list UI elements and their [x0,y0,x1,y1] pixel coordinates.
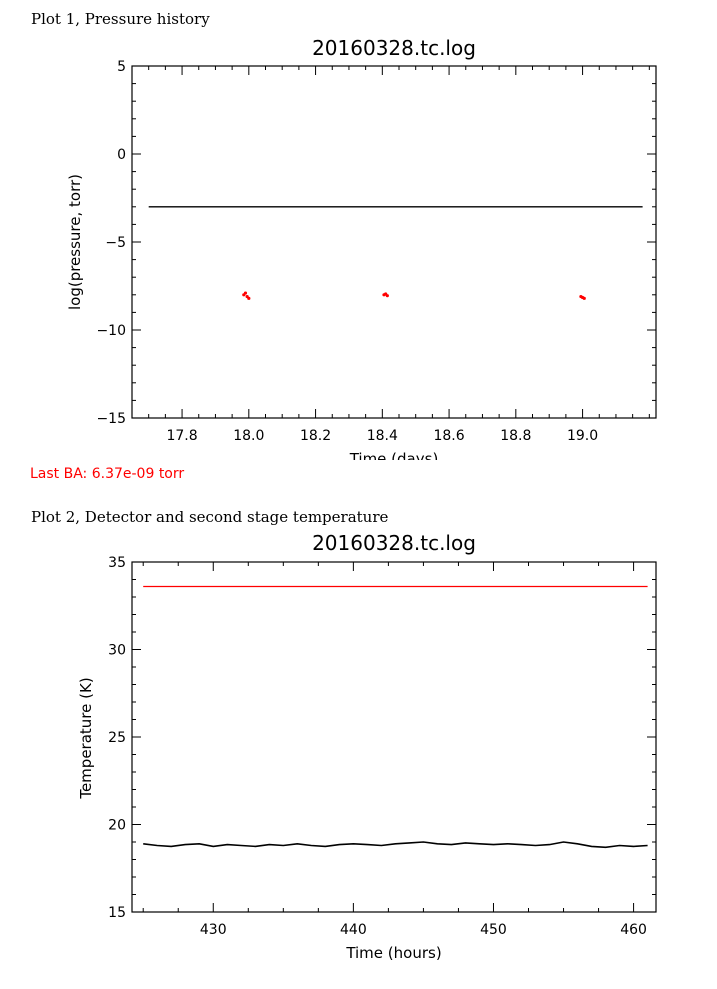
x-tick-label: 18.8 [500,428,531,444]
y-tick-label: −10 [96,323,126,339]
plot-frame [131,561,657,913]
x-tick-label: 440 [340,922,367,938]
y-tick-label: 0 [117,147,126,163]
y-tick-label: 25 [108,730,126,746]
x-tick-label: 18.0 [233,428,264,444]
chart-title: 20160328.tc.log [312,36,476,60]
pressure-chart: 20160328.tc.log 17.8 18.0 18.2 18.4 18.6 18.8… [66,36,657,460]
last-ba-reading: Last BA: 6.37e-09 torr [30,466,185,482]
y-axis-label: log(pressure, torr) [66,174,84,310]
plot2-heading: Plot 2, Detector and second stage temper… [31,508,389,526]
x-axis-label: Time (days) [349,450,439,460]
x-tick-label: 450 [480,922,507,938]
x-tick-label: 17.8 [166,428,197,444]
y-axis-label: Temperature (K) [77,677,95,799]
y-tick-label: 30 [108,643,126,659]
x-tick-label: 460 [620,922,647,938]
x-tick-label: 18.4 [367,428,398,444]
data-point [582,296,586,300]
x-axis-label: Time (hours) [345,944,441,962]
plot-frame [131,65,657,419]
y-tick-label: 15 [108,905,126,921]
y-tick-label: 5 [117,59,126,75]
y-tick-label: −5 [105,235,126,251]
y-tick-label: 20 [108,818,126,834]
x-tick-label: 430 [200,922,227,938]
temperature-chart: 20160328.tc.log 430 440 450 460 35 30 25 20 15 T… [77,531,657,962]
chart-title: 20160328.tc.log [312,531,476,555]
x-tick-label: 19.0 [567,428,598,444]
data-point [385,294,389,298]
data-point [243,291,248,295]
x-tick-label: 18.6 [433,428,464,444]
series-line [143,841,648,849]
y-tick-label: 35 [108,555,126,571]
x-tick-label: 18.2 [300,428,331,444]
data-point [247,296,251,300]
y-tick-label: −15 [96,411,126,427]
plot1-heading: Plot 1, Pressure history [31,10,210,28]
